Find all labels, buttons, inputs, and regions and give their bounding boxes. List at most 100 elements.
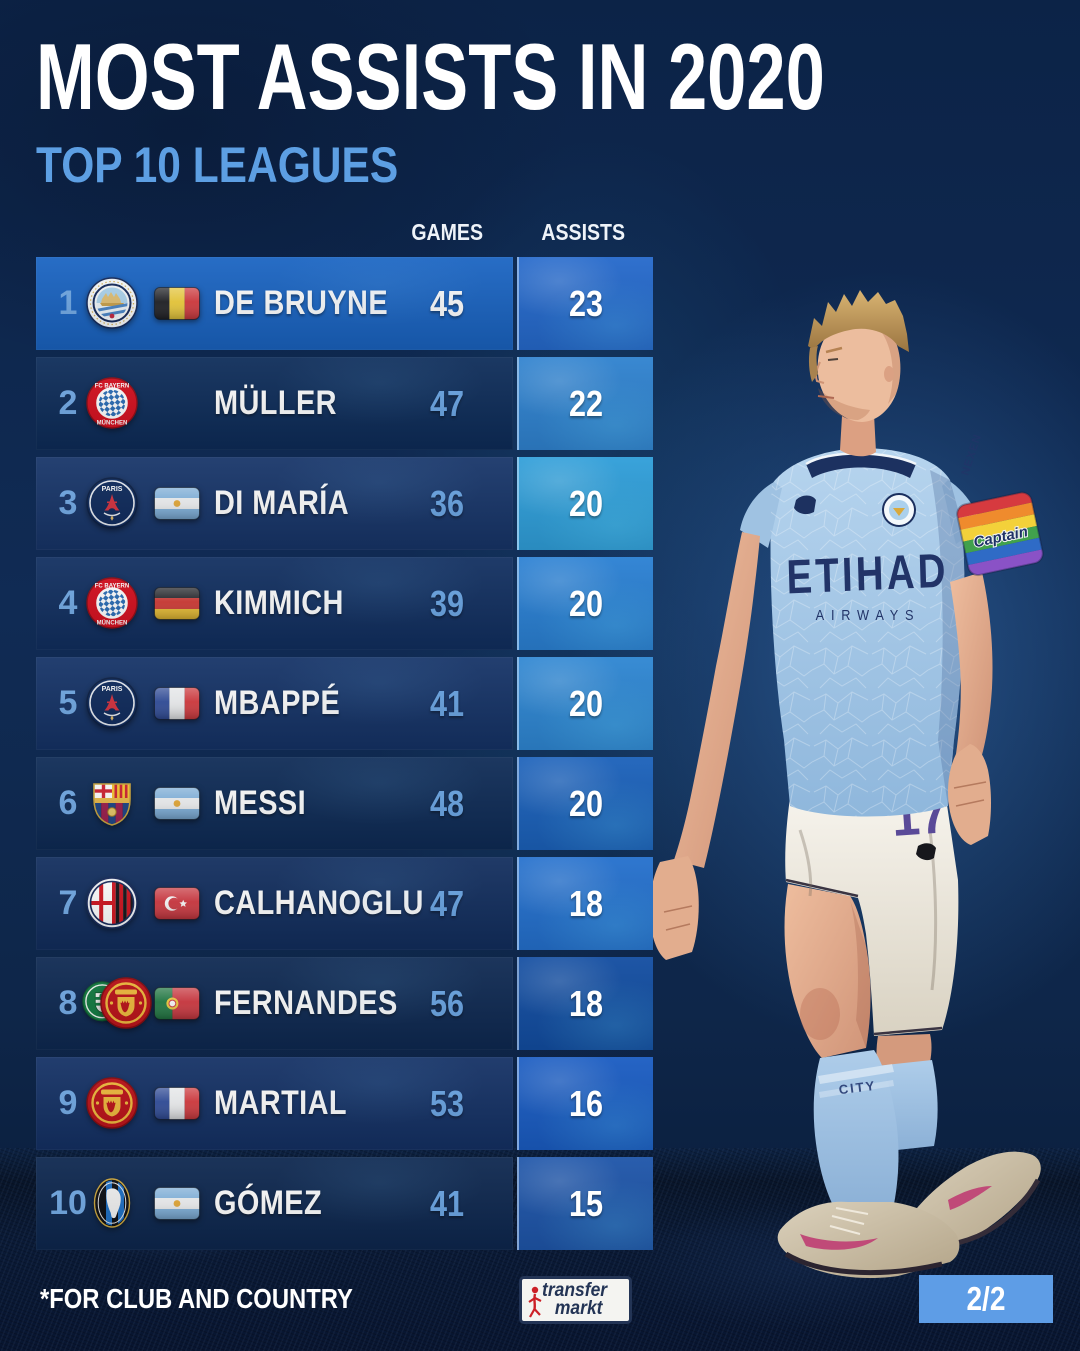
assists-box: 23	[517, 257, 653, 350]
player-face	[817, 318, 901, 422]
sock-text: CITY	[838, 1078, 877, 1097]
table-row: 8 FERNANDES 56 18	[36, 957, 653, 1050]
rank-number: 2	[58, 384, 78, 422]
portugal-flag-icon	[154, 987, 200, 1020]
assists-box: 20	[517, 457, 653, 550]
rank-number: 4	[58, 584, 78, 622]
games-value: 39	[429, 582, 465, 624]
assists-column-header: ASSISTS	[541, 219, 625, 245]
assists-value: 20	[568, 482, 604, 524]
table-row: 3 PARIS DI MARÍA 36 20	[36, 457, 653, 550]
club-crest-bayern-munich: FC BAYERN MÜNCHEN	[86, 377, 138, 429]
row-band: 2 FC BAYERN MÜNCHEN MÜLLER 47	[36, 357, 513, 450]
rank-number: 8	[58, 984, 78, 1022]
rank-number: 6	[58, 784, 78, 822]
transfermarkt-logo: transfer markt	[519, 1276, 632, 1324]
assists-box: 18	[517, 857, 653, 950]
row-band: 9 MARTIAL 53	[36, 1057, 513, 1150]
table-row: 5 PARIS MBAPPÉ 41 20	[36, 657, 653, 750]
club-crest-psg: PARIS	[86, 477, 138, 529]
rank-number: 3	[58, 484, 78, 522]
shirt-sponsor-2: AIRWAYS	[816, 606, 921, 623]
puma-logo-shorts	[916, 843, 936, 861]
assists-value: 23	[568, 282, 604, 324]
jersey-collar	[806, 453, 916, 478]
captain-armband: Captain	[955, 490, 1045, 577]
player-photo: CITY 17 ETIHAD AIRWAYS	[649, 290, 1045, 1278]
player-name: MÜLLER	[214, 384, 337, 422]
player-name: MARTIAL	[214, 1084, 347, 1122]
assists-box: 20	[517, 557, 653, 650]
row-band: 1 DE BRUYNE 45	[36, 257, 513, 350]
svg-text:PARIS: PARIS	[102, 686, 123, 693]
assists-value: 20	[568, 782, 604, 824]
france-flag-icon	[154, 687, 200, 720]
table-row: 1 DE BRUYNE 45 23	[36, 257, 653, 350]
assists-value: 15	[568, 1182, 604, 1224]
player-name: CALHANOGLU	[214, 884, 424, 922]
assists-box: 16	[517, 1057, 653, 1150]
logo-line1: transfer	[542, 1279, 608, 1301]
row-band: 10 GÓMEZ 41	[36, 1157, 513, 1250]
row-band: 8 FERNANDES 56	[36, 957, 513, 1050]
table-row: 10 GÓMEZ 41 15	[36, 1157, 653, 1250]
rank-number: 1	[58, 284, 78, 322]
row-band: 3 PARIS DI MARÍA 36	[36, 457, 513, 550]
player-left-hand	[948, 744, 991, 845]
player-name: KIMMICH	[214, 584, 344, 622]
assists-value: 18	[568, 882, 604, 924]
games-value: 36	[429, 482, 465, 524]
transfermarkt-kicker-icon	[528, 1286, 542, 1318]
logo-line2: markt	[554, 1298, 603, 1319]
svg-text:MÜNCHEN: MÜNCHEN	[97, 620, 128, 627]
table-row: 9 MARTIAL 53 16	[36, 1057, 653, 1150]
footnote: *FOR CLUB AND COUNTRY	[40, 1283, 353, 1314]
club-crest-manchester-united	[100, 977, 152, 1029]
svg-text:MÜNCHEN: MÜNCHEN	[97, 420, 128, 427]
row-band: 5 PARIS MBAPPÉ 41	[36, 657, 513, 750]
nike-swoosh-back	[948, 1186, 992, 1210]
table-row: 4 FC BAYERN MÜNCHEN KIMMICH 39 20	[36, 557, 653, 650]
row-band: 7 CALHANOGLU 47	[36, 857, 513, 950]
argentina-flag-icon	[154, 787, 200, 820]
assists-value: 20	[568, 582, 604, 624]
club-crest-manchester-united	[86, 1077, 138, 1129]
player-name: DE BRUYNE	[214, 284, 389, 322]
germany-flag-icon	[154, 587, 200, 620]
player-front-sock	[813, 1050, 899, 1214]
club-crest-atalanta	[86, 1177, 138, 1229]
player-left-arm	[950, 572, 993, 762]
assists-value: 20	[568, 682, 604, 724]
player-back-knee	[876, 1034, 932, 1068]
page-indicator: 2/2	[919, 1275, 1053, 1323]
player-name: MESSI	[214, 784, 307, 822]
player-hair	[808, 290, 909, 352]
games-value: 48	[429, 782, 465, 824]
games-column-header: GAMES	[411, 219, 483, 245]
belgium-flag-icon	[154, 287, 200, 320]
row-band: 4 FC BAYERN MÜNCHEN KIMMICH 39	[36, 557, 513, 650]
player-front-thigh	[784, 884, 871, 1058]
assists-box: 18	[517, 957, 653, 1050]
puma-logo-chest	[794, 495, 816, 515]
player-name: FERNANDES	[214, 984, 398, 1022]
club-crest-psg: PARIS	[86, 677, 138, 729]
rank-number: 7	[58, 884, 78, 922]
nike-swoosh-front	[800, 1234, 878, 1250]
shirt-sponsor: ETIHAD	[786, 545, 949, 605]
games-value: 45	[429, 282, 465, 324]
games-value: 47	[429, 382, 465, 424]
svg-text:PARIS: PARIS	[102, 486, 123, 493]
player-name: DI MARÍA	[214, 484, 350, 522]
games-value: 41	[429, 682, 465, 724]
table-row: 7 CALHANOGLU 47 18	[36, 857, 653, 950]
assists-value: 18	[568, 982, 604, 1024]
assists-box: 20	[517, 657, 653, 750]
club-crest-bayern-munich: FC BAYERN MÜNCHEN	[86, 577, 138, 629]
table-row: 2 FC BAYERN MÜNCHEN MÜLLER 47 22	[36, 357, 653, 450]
assists-value: 22	[568, 382, 604, 424]
svg-text:FC BAYERN: FC BAYERN	[95, 384, 129, 390]
player-shorts	[785, 798, 959, 1036]
rank-number: 9	[58, 1084, 78, 1122]
